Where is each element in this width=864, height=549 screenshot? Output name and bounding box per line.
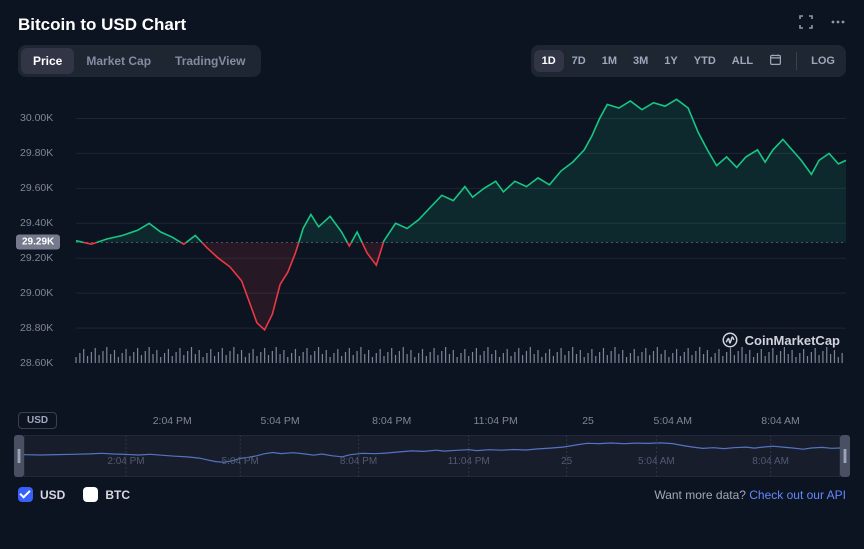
api-link[interactable]: Check out our API bbox=[749, 488, 846, 502]
chart-title: Bitcoin to USD Chart bbox=[18, 15, 186, 35]
y-tick-label: 29.00K bbox=[20, 287, 53, 299]
tab-tradingview[interactable]: TradingView bbox=[163, 48, 257, 74]
y-tick-label: 30.00K bbox=[20, 112, 53, 124]
current-price-badge: 29.29K bbox=[16, 235, 60, 250]
chart-canvas bbox=[8, 93, 856, 413]
y-tick-label: 29.40K bbox=[20, 217, 53, 229]
unit-badge: USD bbox=[18, 412, 57, 429]
more-icon[interactable] bbox=[830, 14, 846, 35]
range-ytd[interactable]: YTD bbox=[686, 50, 724, 72]
y-tick-label: 29.20K bbox=[20, 252, 53, 264]
time-range-tabs: 1D7D1M3M1YYTDALL LOG bbox=[531, 45, 846, 77]
x-tick-label: 25 bbox=[582, 415, 594, 427]
legend: USD BTC bbox=[18, 487, 130, 502]
range-1d[interactable]: 1D bbox=[534, 50, 564, 72]
brush-tick-label: 2:04 PM bbox=[107, 456, 144, 467]
tab-market-cap[interactable]: Market Cap bbox=[74, 48, 163, 74]
brush-handle-right[interactable] bbox=[840, 435, 850, 477]
range-3m[interactable]: 3M bbox=[625, 50, 656, 72]
range-1m[interactable]: 1M bbox=[594, 50, 625, 72]
watermark: CoinMarketCap bbox=[721, 331, 840, 349]
fullscreen-icon[interactable] bbox=[798, 14, 814, 35]
y-tick-label: 29.80K bbox=[20, 147, 53, 159]
range-1y[interactable]: 1Y bbox=[656, 50, 685, 72]
y-tick-label: 28.60K bbox=[20, 357, 53, 369]
checkbox-btc[interactable] bbox=[83, 487, 98, 502]
api-cta: Want more data? Check out our API bbox=[654, 488, 846, 502]
range-all[interactable]: ALL bbox=[724, 50, 761, 72]
brush-tick-label: 5:04 AM bbox=[638, 456, 675, 467]
header-actions bbox=[798, 14, 846, 35]
y-tick-label: 28.80K bbox=[20, 322, 53, 334]
x-tick-label: 8:04 PM bbox=[372, 415, 411, 427]
brush-tick-label: 25 bbox=[561, 456, 572, 467]
checkbox-usd[interactable] bbox=[18, 487, 33, 502]
tab-price[interactable]: Price bbox=[21, 48, 74, 74]
legend-item-btc[interactable]: BTC bbox=[83, 487, 130, 502]
calendar-icon[interactable] bbox=[761, 48, 790, 74]
price-chart[interactable]: 30.00K 29.80K 29.60K 29.40K 29.20K 29.00K 28.8… bbox=[8, 93, 856, 413]
x-tick-label: 5:04 PM bbox=[260, 415, 299, 427]
brush-handle-left[interactable] bbox=[14, 435, 24, 477]
brush-tick-label: 8:04 PM bbox=[340, 456, 377, 467]
x-tick-label: 5:04 AM bbox=[653, 415, 692, 427]
time-brush[interactable]: 2:04 PM 5:04 PM 8:04 PM 11:04 PM 25 5:04 AM 8:… bbox=[8, 435, 856, 477]
legend-item-usd[interactable]: USD bbox=[18, 487, 65, 502]
chart-toolbar: PriceMarket CapTradingView 1D7D1M3M1YYTD… bbox=[0, 45, 864, 83]
chart-mode-tabs: PriceMarket CapTradingView bbox=[18, 45, 261, 77]
range-7d[interactable]: 7D bbox=[564, 50, 594, 72]
log-toggle[interactable]: LOG bbox=[803, 50, 843, 72]
brush-tick-label: 11:04 PM bbox=[448, 456, 490, 467]
brush-tick-label: 8:04 AM bbox=[752, 456, 789, 467]
x-tick-label: 2:04 PM bbox=[153, 415, 192, 427]
x-tick-label: 11:04 PM bbox=[474, 415, 518, 427]
brush-tick-label: 5:04 PM bbox=[222, 456, 259, 467]
y-tick-label: 29.60K bbox=[20, 182, 53, 194]
chart-header: Bitcoin to USD Chart bbox=[0, 0, 864, 45]
x-tick-label: 8:04 AM bbox=[761, 415, 800, 427]
